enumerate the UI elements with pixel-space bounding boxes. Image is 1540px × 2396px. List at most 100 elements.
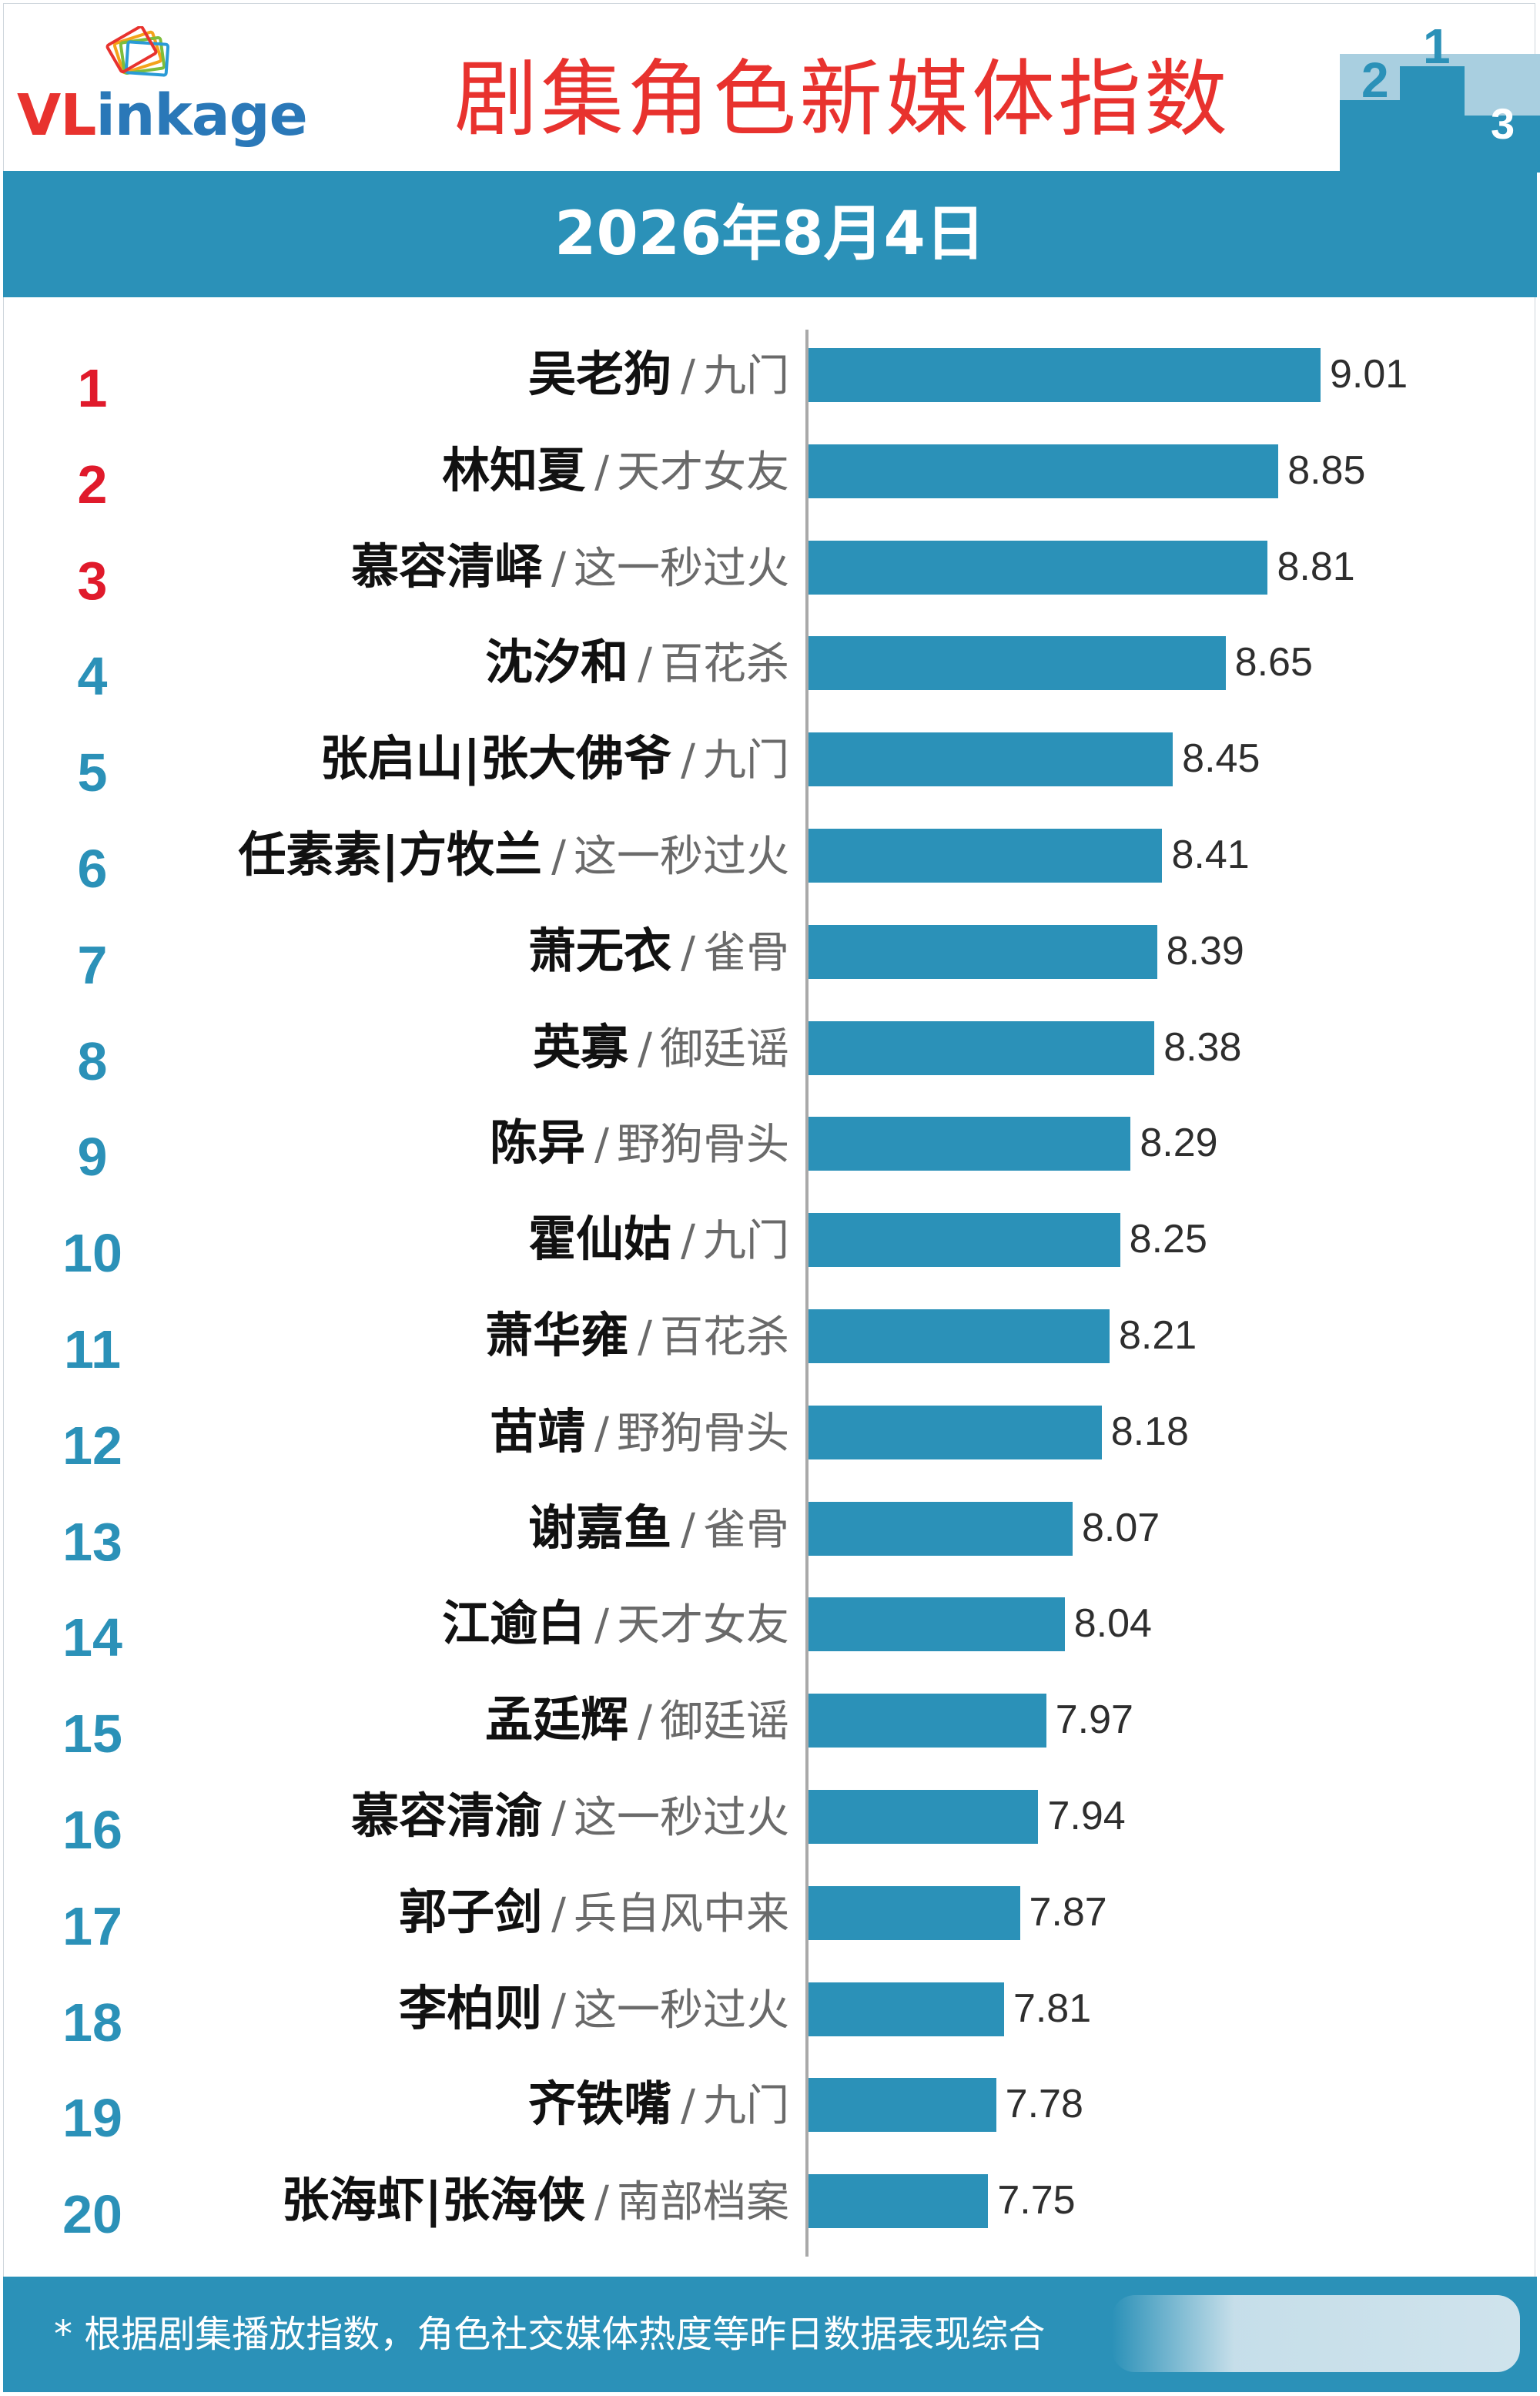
chart-row: 2 林知夏 / 天才女友 8.85 [0, 423, 1540, 518]
page-title: 剧集角色新媒体指数 [454, 52, 1231, 148]
show-title: 这一秒过火 [574, 543, 789, 594]
vlinkage-logo: VLinkage [15, 17, 339, 149]
bar-value-label: 8.18 [1110, 1409, 1189, 1454]
category-label: 萧无衣 / 雀骨 [528, 903, 789, 1011]
label-separator: / [551, 1793, 566, 1843]
bar-value-label: 8.65 [1234, 640, 1313, 685]
show-title: 百花杀 [660, 639, 789, 690]
bar-value-label: 7.75 [997, 2178, 1076, 2223]
bar [808, 1501, 1073, 1556]
logo-wordmark-prefix: VL [17, 82, 96, 149]
show-title: 九门 [703, 351, 789, 401]
label-separator: / [638, 639, 652, 690]
label-separator: / [551, 543, 566, 594]
rank-number: 6 [77, 839, 108, 899]
character-name: 慕容清渝 [351, 1788, 543, 1844]
show-title: 这一秒过火 [574, 1985, 789, 2036]
bar-value-label: 7.81 [1013, 1985, 1092, 2031]
character-name: 林知夏 [442, 441, 586, 498]
show-title: 这一秒过火 [574, 1793, 789, 1843]
category-label: 慕容清峄 / 这一秒过火 [351, 519, 789, 627]
chart-row: 9 陈异 / 野狗骨头 8.29 [0, 1095, 1540, 1191]
character-name: 吴老狗 [528, 346, 672, 402]
character-name: 张启山|张大佛爷 [320, 730, 672, 787]
category-label: 霍仙姑 / 九门 [528, 1191, 789, 1299]
svg-text:2: 2 [1361, 52, 1389, 108]
bar [808, 1694, 1046, 1748]
rank-number: 9 [77, 1127, 108, 1188]
bar [808, 2174, 989, 2229]
svg-text:1: 1 [1423, 23, 1451, 74]
rank-number: 7 [77, 934, 108, 995]
chart-row: 13 谢嘉鱼 / 雀骨 8.07 [0, 1480, 1540, 1576]
bar-value-label: 7.97 [1055, 1697, 1133, 1743]
category-label: 慕容清渝 / 这一秒过火 [351, 1768, 789, 1876]
category-label: 李柏则 / 这一秒过火 [399, 1961, 789, 2069]
show-title: 兵自风中来 [574, 1888, 789, 1939]
character-name: 霍仙姑 [528, 1211, 672, 1268]
bar [808, 924, 1157, 979]
bar-value-label: 8.41 [1171, 833, 1250, 877]
character-name: 齐铁嘴 [528, 2076, 672, 2133]
category-label: 沈汐和 / 百花杀 [485, 615, 789, 722]
character-name: 萧华雍 [485, 1307, 629, 1363]
category-label: 陈异 / 野狗骨头 [490, 1095, 789, 1203]
bar [808, 348, 1321, 402]
logo-wordmark: VLinkage [17, 82, 308, 149]
bar [808, 444, 1279, 498]
chart-row: 7 萧无衣 / 雀骨 8.39 [0, 903, 1540, 999]
chart-row: 3 慕容清峄 / 这一秒过火 8.81 [0, 519, 1540, 615]
chart-row: 5 张启山|张大佛爷 / 九门 8.45 [0, 711, 1540, 806]
bar [808, 829, 1163, 883]
label-separator: / [681, 351, 695, 401]
rank-number: 10 [62, 1223, 122, 1284]
label-separator: / [594, 1408, 609, 1459]
label-separator: / [594, 2177, 609, 2228]
label-separator: / [551, 1985, 566, 2036]
rank-number: 16 [62, 1800, 122, 1860]
category-label: 齐铁嘴 / 九门 [528, 2056, 789, 2164]
chart-row: 20 张海虾|张海侠 / 南部档案 7.75 [0, 2153, 1540, 2248]
chart-axis-line [805, 330, 808, 2257]
character-name: 苗靖 [490, 1402, 586, 1459]
bar-value-label: 8.29 [1140, 1121, 1218, 1166]
label-separator: / [594, 1600, 609, 1651]
show-title: 雀骨 [703, 927, 789, 978]
bar-value-label: 8.04 [1073, 1601, 1152, 1647]
header: VLinkage 剧集角色新媒体指数 2 1 3 [0, 0, 1540, 173]
date-label: 2026年8月4日 [554, 199, 986, 269]
category-label: 苗靖 / 野狗骨头 [490, 1384, 789, 1492]
rank-number: 18 [62, 1992, 122, 2053]
watermark-overlay [1112, 2295, 1520, 2372]
chart-row: 16 慕容清渝 / 这一秒过火 7.94 [0, 1768, 1540, 1864]
label-separator: / [638, 1024, 652, 1074]
bar [808, 1309, 1110, 1363]
bar [808, 1213, 1120, 1268]
podium-icon: 2 1 3 [1340, 23, 1540, 173]
show-title: 九门 [703, 736, 789, 786]
character-name: 李柏则 [399, 1979, 543, 2036]
rank-number: 2 [77, 454, 108, 514]
show-title: 南部档案 [617, 2177, 789, 2228]
chart-row: 4 沈汐和 / 百花杀 8.65 [0, 615, 1540, 710]
show-title: 九门 [703, 2081, 789, 2132]
category-label: 张启山|张大佛爷 / 九门 [320, 711, 789, 819]
chart-row: 11 萧华雍 / 百花杀 8.21 [0, 1288, 1540, 1383]
label-separator: / [551, 832, 566, 882]
show-title: 百花杀 [660, 1312, 789, 1362]
label-separator: / [681, 1504, 695, 1555]
footnote: * 根据剧集播放指数，角色社交媒体热度等昨日数据表现综合 [54, 2313, 1046, 2356]
bar-value-label: 8.38 [1163, 1024, 1242, 1070]
svg-text:3: 3 [1491, 99, 1515, 148]
bar-value-label: 8.21 [1118, 1313, 1197, 1358]
chart-row: 17 郭子剑 / 兵自风中来 7.87 [0, 1865, 1540, 1960]
chart-row: 1 吴老狗 / 九门 9.01 [0, 327, 1540, 422]
label-separator: / [681, 1216, 695, 1267]
show-title: 天才女友 [617, 447, 789, 498]
rank-number: 5 [77, 742, 108, 803]
show-title: 御廷谣 [660, 1024, 789, 1074]
character-name: 孟廷辉 [485, 1691, 629, 1748]
bar-value-label: 7.78 [1005, 2082, 1083, 2127]
category-label: 孟廷辉 / 御廷谣 [485, 1672, 789, 1780]
category-label: 英寡 / 御廷谣 [533, 1000, 789, 1108]
